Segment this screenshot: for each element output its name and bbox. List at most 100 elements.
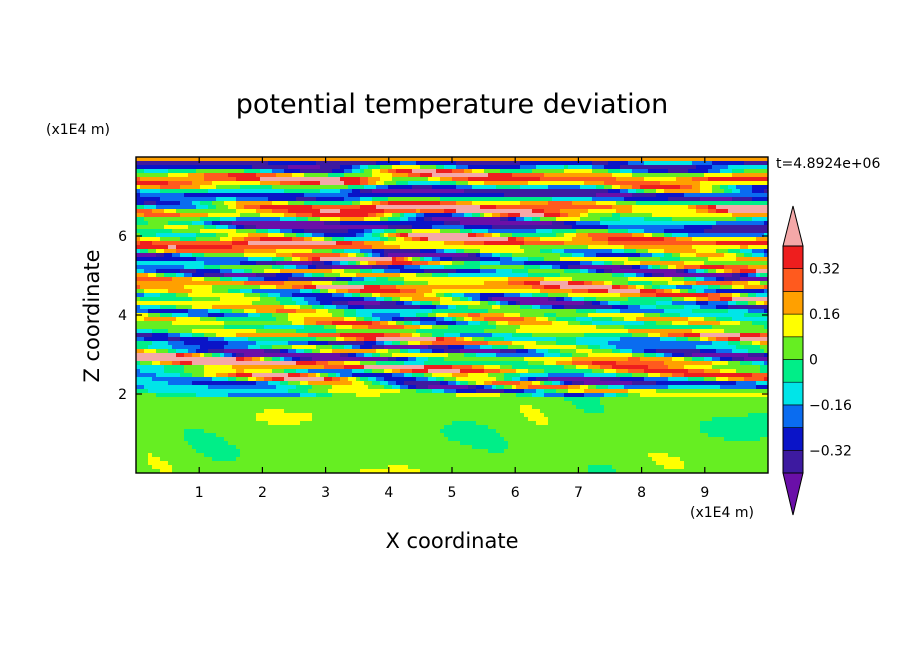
- field-cell: [160, 233, 165, 238]
- field-cell: [576, 241, 581, 246]
- field-cell: [652, 277, 657, 282]
- field-cell: [188, 273, 193, 278]
- field-cell: [288, 213, 293, 218]
- field-cell: [416, 257, 421, 262]
- field-cell: [748, 273, 753, 278]
- field-cell: [528, 249, 533, 254]
- field-cell: [244, 221, 249, 226]
- field-cell: [592, 193, 597, 198]
- field-cell: [740, 161, 745, 166]
- field-cell: [488, 161, 493, 166]
- field-cell: [284, 269, 289, 274]
- field-cell: [536, 269, 541, 274]
- field-cell: [328, 217, 333, 222]
- field-cell: [388, 217, 393, 222]
- field-cell: [172, 233, 177, 238]
- field-cell: [368, 209, 373, 214]
- field-cell: [312, 205, 317, 210]
- field-cell: [504, 161, 509, 166]
- field-cell: [212, 185, 217, 190]
- field-cell: [492, 181, 497, 186]
- field-cell: [512, 245, 517, 250]
- field-cell: [184, 217, 189, 222]
- field-cell: [504, 197, 509, 202]
- field-cell: [352, 169, 357, 174]
- field-cell: [504, 225, 509, 230]
- field-cell: [264, 233, 269, 238]
- field-cell: [640, 173, 645, 178]
- field-cell: [344, 161, 349, 166]
- field-cell: [560, 205, 565, 210]
- field-cell: [696, 177, 701, 182]
- field-cell: [152, 281, 157, 286]
- field-cell: [608, 185, 613, 190]
- field-cell: [332, 201, 337, 206]
- field-cell: [500, 185, 505, 190]
- field-cell: [244, 205, 249, 210]
- field-cell: [488, 265, 493, 270]
- field-cell: [448, 221, 453, 226]
- field-cell: [444, 257, 449, 262]
- field-cell: [324, 209, 329, 214]
- field-cell: [492, 225, 497, 230]
- field-cell: [140, 181, 145, 186]
- field-cell: [512, 185, 517, 190]
- field-cell: [452, 173, 457, 178]
- field-cell: [332, 281, 337, 286]
- field-cell: [336, 197, 341, 202]
- field-cell: [560, 197, 565, 202]
- field-cell: [648, 237, 653, 242]
- field-cell: [572, 169, 577, 174]
- field-cell: [188, 265, 193, 270]
- field-cell: [248, 277, 253, 282]
- field-cell: [748, 201, 753, 206]
- field-cell: [640, 249, 645, 254]
- field-cell: [240, 201, 245, 206]
- field-cell: [240, 237, 245, 242]
- field-cell: [700, 269, 705, 274]
- field-cell: [408, 265, 413, 270]
- field-cell: [140, 209, 145, 214]
- field-cell: [292, 249, 297, 254]
- field-cell: [216, 205, 221, 210]
- field-cell: [644, 157, 649, 162]
- field-cell: [744, 237, 749, 242]
- field-cell: [668, 273, 673, 278]
- field-cell: [460, 237, 465, 242]
- field-cell: [344, 249, 349, 254]
- field-cell: [440, 185, 445, 190]
- field-cell: [284, 245, 289, 250]
- field-cell: [720, 157, 725, 162]
- field-cell: [136, 217, 141, 222]
- field-cell: [540, 245, 545, 250]
- field-cell: [312, 225, 317, 230]
- field-cell: [716, 277, 721, 282]
- field-cell: [268, 165, 273, 170]
- field-cell: [344, 221, 349, 226]
- field-cell: [228, 157, 233, 162]
- field-cell: [220, 181, 225, 186]
- field-cell: [716, 221, 721, 226]
- field-cell: [452, 213, 457, 218]
- field-cell: [712, 181, 717, 186]
- field-cell: [464, 193, 469, 198]
- field-cell: [568, 177, 573, 182]
- field-cell: [292, 229, 297, 234]
- field-cell: [312, 169, 317, 174]
- field-cell: [712, 245, 717, 250]
- field-cell: [700, 225, 705, 230]
- field-cell: [392, 257, 397, 262]
- field-cell: [356, 173, 361, 178]
- field-cell: [364, 253, 369, 258]
- field-cell: [216, 249, 221, 254]
- field-cell: [340, 277, 345, 282]
- field-cell: [660, 201, 665, 206]
- field-cell: [588, 225, 593, 230]
- field-cell: [200, 253, 205, 258]
- field-cell: [232, 157, 237, 162]
- field-cell: [516, 217, 521, 222]
- field-cell: [300, 193, 305, 198]
- field-cell: [352, 185, 357, 190]
- field-cell: [600, 241, 605, 246]
- field-cell: [648, 181, 653, 186]
